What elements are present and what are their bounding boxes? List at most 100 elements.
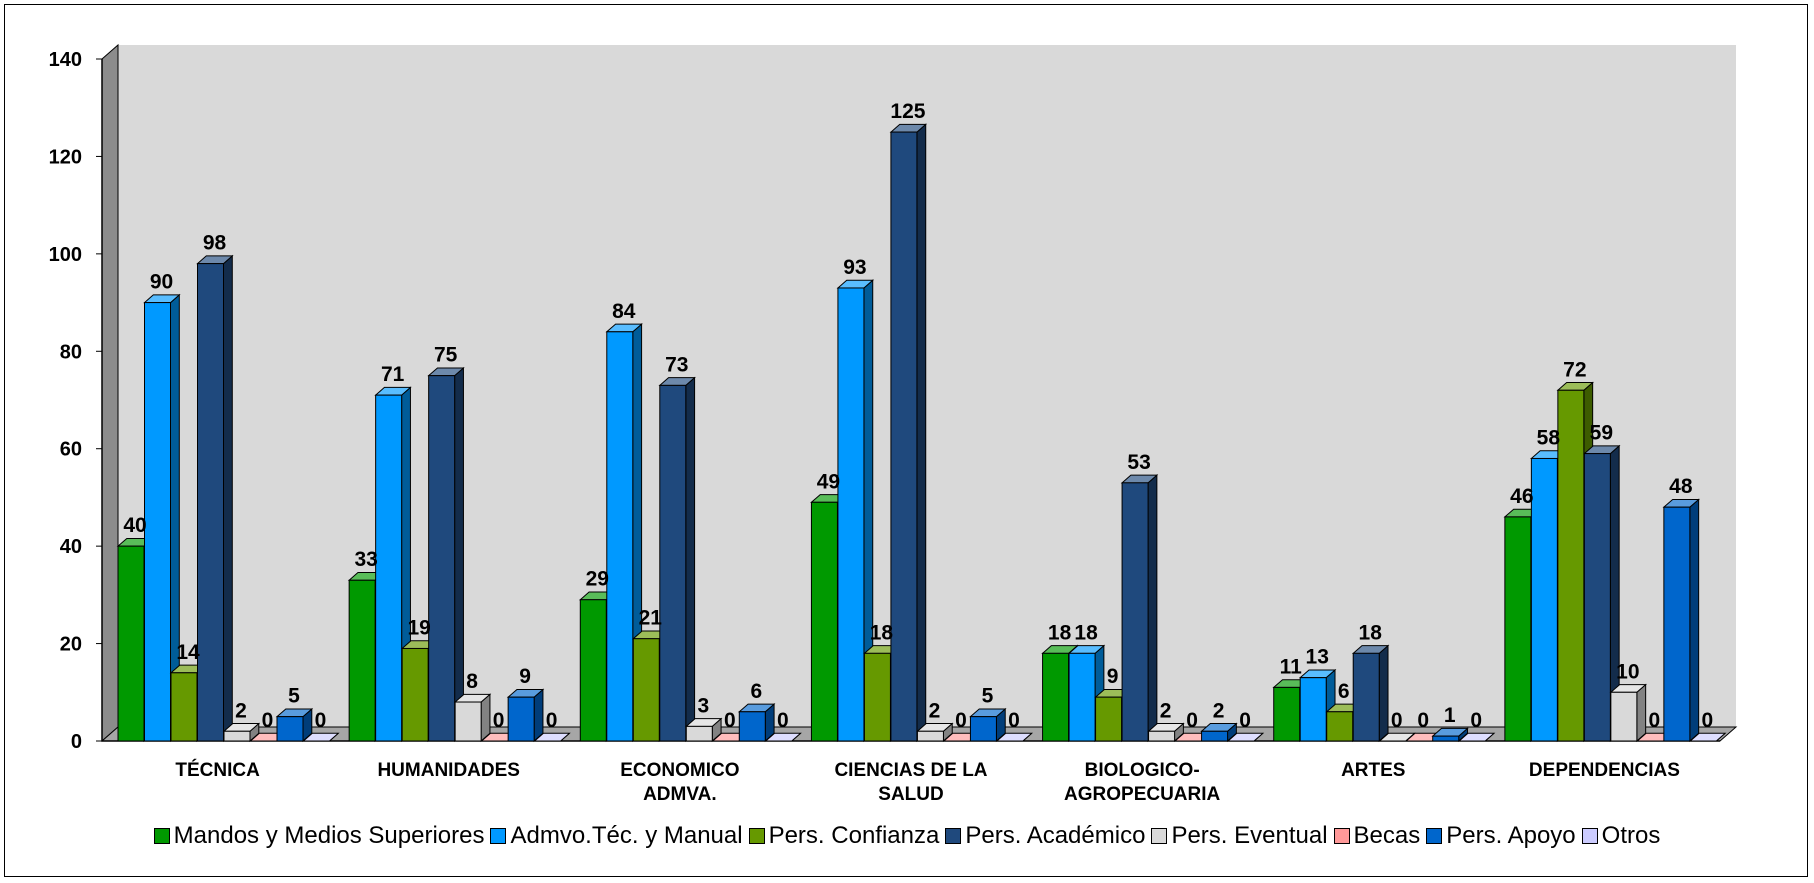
legend-item: Admvo.Téc. y Manual xyxy=(490,822,743,850)
bar-front-face xyxy=(890,131,918,742)
data-label: 18 xyxy=(1359,621,1383,644)
data-label: 90 xyxy=(150,271,173,294)
legend-item: Becas xyxy=(1333,822,1420,850)
legend-swatch xyxy=(1333,828,1350,844)
data-label: 40 xyxy=(123,514,146,537)
x-tick-label: ECONOMICO xyxy=(620,760,739,781)
legend-item: Pers. Confianza xyxy=(748,822,940,850)
legend-swatch xyxy=(748,828,765,844)
data-label: 0 xyxy=(1239,709,1251,732)
bar-top-face xyxy=(995,732,1034,742)
bar-side-face xyxy=(1147,474,1158,743)
data-label: 29 xyxy=(586,568,609,591)
bar-front-face xyxy=(1326,711,1354,742)
bar xyxy=(658,376,696,743)
bar-side-face xyxy=(223,254,233,743)
bar-side-face xyxy=(1689,498,1700,743)
data-label: 0 xyxy=(1186,709,1198,732)
bar xyxy=(1200,722,1238,743)
data-label: 71 xyxy=(381,363,405,386)
y-tick-label: 40 xyxy=(60,536,82,558)
bar-front-face xyxy=(1095,696,1123,742)
bar-side-face xyxy=(1378,644,1389,743)
bar-front-face xyxy=(401,647,429,742)
legend-label: Pers. Eventual xyxy=(1171,822,1328,849)
bar-side-face xyxy=(685,376,696,743)
y-tick-label: 80 xyxy=(60,341,82,363)
bar-front-face xyxy=(223,730,251,742)
bar xyxy=(764,732,802,742)
legend-label: Otros xyxy=(1601,822,1661,849)
x-tick-label: AGROPECUARIA xyxy=(1064,784,1221,805)
bar-front-face xyxy=(1352,652,1380,742)
bar-front-face xyxy=(1273,686,1301,742)
bar-front-face xyxy=(276,716,304,742)
bar-front-face xyxy=(1299,677,1327,742)
bar xyxy=(302,732,340,742)
bar-front-face xyxy=(348,579,376,742)
data-label: 6 xyxy=(1338,680,1350,703)
legend-label: Pers. Confianza xyxy=(768,822,940,849)
bar-front-face xyxy=(810,501,838,742)
bar xyxy=(533,732,571,742)
bar xyxy=(1226,732,1265,742)
bar-front-face xyxy=(863,652,891,742)
data-label: 3 xyxy=(697,694,709,717)
bar-front-face xyxy=(1504,516,1532,742)
legend-swatch xyxy=(1581,828,1598,844)
data-label: 18 xyxy=(1074,621,1098,644)
bar-front-face xyxy=(1583,453,1611,742)
data-label: 2 xyxy=(1213,699,1225,722)
data-label: 6 xyxy=(750,680,762,703)
bar-front-face xyxy=(1530,457,1558,742)
bar-front-face xyxy=(454,701,482,742)
legend-item: Pers. Apoyo xyxy=(1426,822,1576,850)
data-label: 98 xyxy=(203,232,227,255)
x-tick-label: BIOLOGICO- xyxy=(1085,760,1200,781)
bar xyxy=(1583,444,1621,743)
bar-front-face xyxy=(837,287,865,742)
data-label: 58 xyxy=(1537,426,1561,449)
bar-front-face xyxy=(1148,730,1176,742)
data-label: 13 xyxy=(1306,646,1329,669)
data-label: 0 xyxy=(777,709,789,732)
y-tick-label: 60 xyxy=(60,439,82,461)
data-label: 0 xyxy=(1649,709,1661,732)
x-tick-label: SALUD xyxy=(878,784,943,805)
bar-side-face xyxy=(533,688,544,743)
data-label: 8 xyxy=(466,670,478,693)
bar-front-face xyxy=(738,711,766,742)
bar xyxy=(222,722,261,743)
y-tick-label: 100 xyxy=(49,244,82,266)
x-tick-label: ARTES xyxy=(1341,760,1405,781)
bar-top-face xyxy=(764,732,802,742)
data-label: 48 xyxy=(1669,475,1693,498)
bar-front-face xyxy=(579,599,607,742)
legend-swatch xyxy=(1151,828,1168,844)
bar xyxy=(1147,722,1185,743)
bar-front-face xyxy=(1201,730,1229,742)
x-tick-label: HUMANIDADES xyxy=(377,760,520,781)
legend-label: Mandos y Medios Superiores xyxy=(173,822,485,849)
bar-front-face xyxy=(1610,691,1638,742)
data-label: 2 xyxy=(235,699,247,722)
data-label: 93 xyxy=(843,256,866,279)
data-label: 0 xyxy=(1470,709,1482,732)
bar xyxy=(684,717,723,743)
bar-front-face xyxy=(916,730,944,742)
bar-front-face xyxy=(969,716,997,742)
data-label: 0 xyxy=(315,709,327,732)
data-label: 9 xyxy=(1107,665,1119,688)
bar-top-face xyxy=(1689,732,1727,742)
data-label: 59 xyxy=(1590,422,1613,445)
bar-front-face xyxy=(659,384,687,742)
bar xyxy=(506,688,545,743)
legend-item: Pers. Académico xyxy=(945,822,1145,850)
data-label: 2 xyxy=(929,699,941,722)
bar xyxy=(275,707,314,743)
data-label: 2 xyxy=(1160,699,1172,722)
bar-front-face xyxy=(375,394,403,742)
legend-swatch xyxy=(153,828,170,844)
legend-swatch xyxy=(945,828,962,844)
